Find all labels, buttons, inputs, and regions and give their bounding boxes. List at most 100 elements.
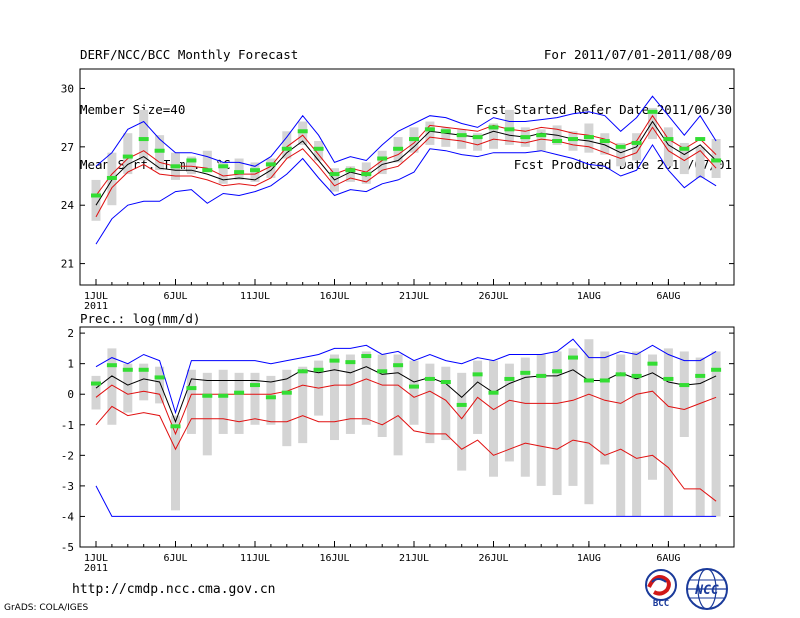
green-mark xyxy=(297,129,308,134)
green-mark xyxy=(520,135,531,140)
green-mark xyxy=(663,376,674,381)
forecast-title: DERF/NCC/BCC Monthly Forecast xyxy=(80,47,299,62)
range-bar xyxy=(123,133,133,175)
green-mark xyxy=(329,172,340,177)
x-tick-year: 2011 xyxy=(84,563,108,574)
range-bar xyxy=(711,351,721,517)
green-mark xyxy=(393,363,404,368)
green-mark xyxy=(409,137,419,142)
series-line-mean xyxy=(95,366,717,424)
source-url[interactable]: http://cmdp.ncc.cma.gov.cn xyxy=(72,582,276,597)
range-bar xyxy=(282,369,292,447)
green-mark xyxy=(695,137,706,142)
green-mark xyxy=(663,137,674,142)
range-bar xyxy=(441,127,451,147)
range-bar xyxy=(695,357,705,517)
plot-frame xyxy=(79,326,735,548)
forecast-period: For 2011/07/01-2011/08/09 xyxy=(543,47,732,62)
range-bar xyxy=(648,107,657,140)
bcc-logo: BCC xyxy=(645,569,677,608)
green-mark xyxy=(234,170,245,175)
green-mark xyxy=(281,146,292,151)
green-mark xyxy=(393,146,404,151)
green-mark xyxy=(568,137,578,142)
green-mark xyxy=(504,376,515,381)
grads-credit: GrADS: COLA/IGES xyxy=(4,603,89,613)
range-bar xyxy=(345,166,355,182)
range-bar xyxy=(218,369,228,434)
green-mark xyxy=(631,140,642,145)
x-tick-label: 11JUL xyxy=(240,553,270,564)
green-mark xyxy=(695,373,706,378)
range-bar xyxy=(282,131,292,159)
green-mark xyxy=(583,378,594,383)
green-mark xyxy=(520,370,531,375)
x-tick-label: 6AUG xyxy=(656,553,680,564)
x-tick-label: 26JUL xyxy=(478,553,508,564)
range-bar xyxy=(330,354,339,441)
green-mark xyxy=(456,402,467,407)
x-tick-label: 1AUG xyxy=(577,553,601,564)
green-mark xyxy=(424,127,435,132)
range-bar xyxy=(409,360,419,425)
bcc-logo-text: BCC xyxy=(653,599,669,608)
range-bar xyxy=(155,366,165,404)
x-tick-label: 6AUG xyxy=(656,291,680,302)
range-bar xyxy=(568,348,578,486)
range-bar xyxy=(139,363,149,401)
range-bar xyxy=(648,354,657,480)
green-mark xyxy=(186,386,197,391)
green-mark xyxy=(647,109,658,114)
fcst-started-date: Fcst Started Refer Date 2011/06/30 xyxy=(476,102,732,117)
x-tick-label: 1AUG xyxy=(577,291,601,302)
green-mark xyxy=(91,193,101,198)
range-bar xyxy=(361,351,371,425)
range-bar xyxy=(266,375,276,425)
green-mark xyxy=(361,172,372,177)
green-mark xyxy=(281,390,292,395)
green-mark xyxy=(250,168,260,173)
x-tick-label: 21JUL xyxy=(399,291,429,302)
series-line-upper xyxy=(95,378,717,436)
y-tick-label: -1 xyxy=(61,419,74,432)
range-bar xyxy=(504,363,514,462)
green-mark xyxy=(218,393,229,398)
x-tick-label: 11JUL xyxy=(240,291,270,302)
green-mark xyxy=(345,168,356,173)
range-bar xyxy=(520,357,530,477)
y-tick-label: -2 xyxy=(61,449,74,462)
green-mark xyxy=(106,363,117,368)
series-line-lower xyxy=(95,126,717,218)
range-bar xyxy=(457,372,467,471)
range-bar xyxy=(663,348,673,517)
green-mark xyxy=(552,369,563,374)
range-bar xyxy=(345,354,355,434)
green-mark xyxy=(154,148,165,153)
green-mark xyxy=(265,162,276,167)
range-bar xyxy=(139,109,149,161)
green-mark xyxy=(440,380,451,384)
range-bar xyxy=(186,156,196,175)
ncc-logo-text: NCC xyxy=(694,583,719,598)
green-mark xyxy=(345,360,356,365)
green-mark xyxy=(313,146,324,151)
range-bar xyxy=(552,351,562,496)
range-bar xyxy=(600,351,610,465)
header-right: For 2011/07/01-2011/08/09 Fcst Started R… xyxy=(476,10,732,193)
x-tick-label: 1JUL xyxy=(84,553,108,564)
green-mark xyxy=(122,154,133,159)
x-tick-label: 6JUL xyxy=(163,553,187,564)
range-bar xyxy=(679,351,689,437)
green-mark xyxy=(536,373,547,378)
range-bar xyxy=(489,123,498,149)
range-bar xyxy=(298,366,308,444)
x-tick-label: 16JUL xyxy=(319,291,349,302)
green-mark xyxy=(504,127,515,132)
range-bar xyxy=(663,127,673,167)
range-bar xyxy=(123,363,133,413)
green-mark xyxy=(472,372,483,377)
green-mark xyxy=(679,146,690,151)
range-bar xyxy=(91,179,101,221)
green-mark xyxy=(170,164,181,169)
